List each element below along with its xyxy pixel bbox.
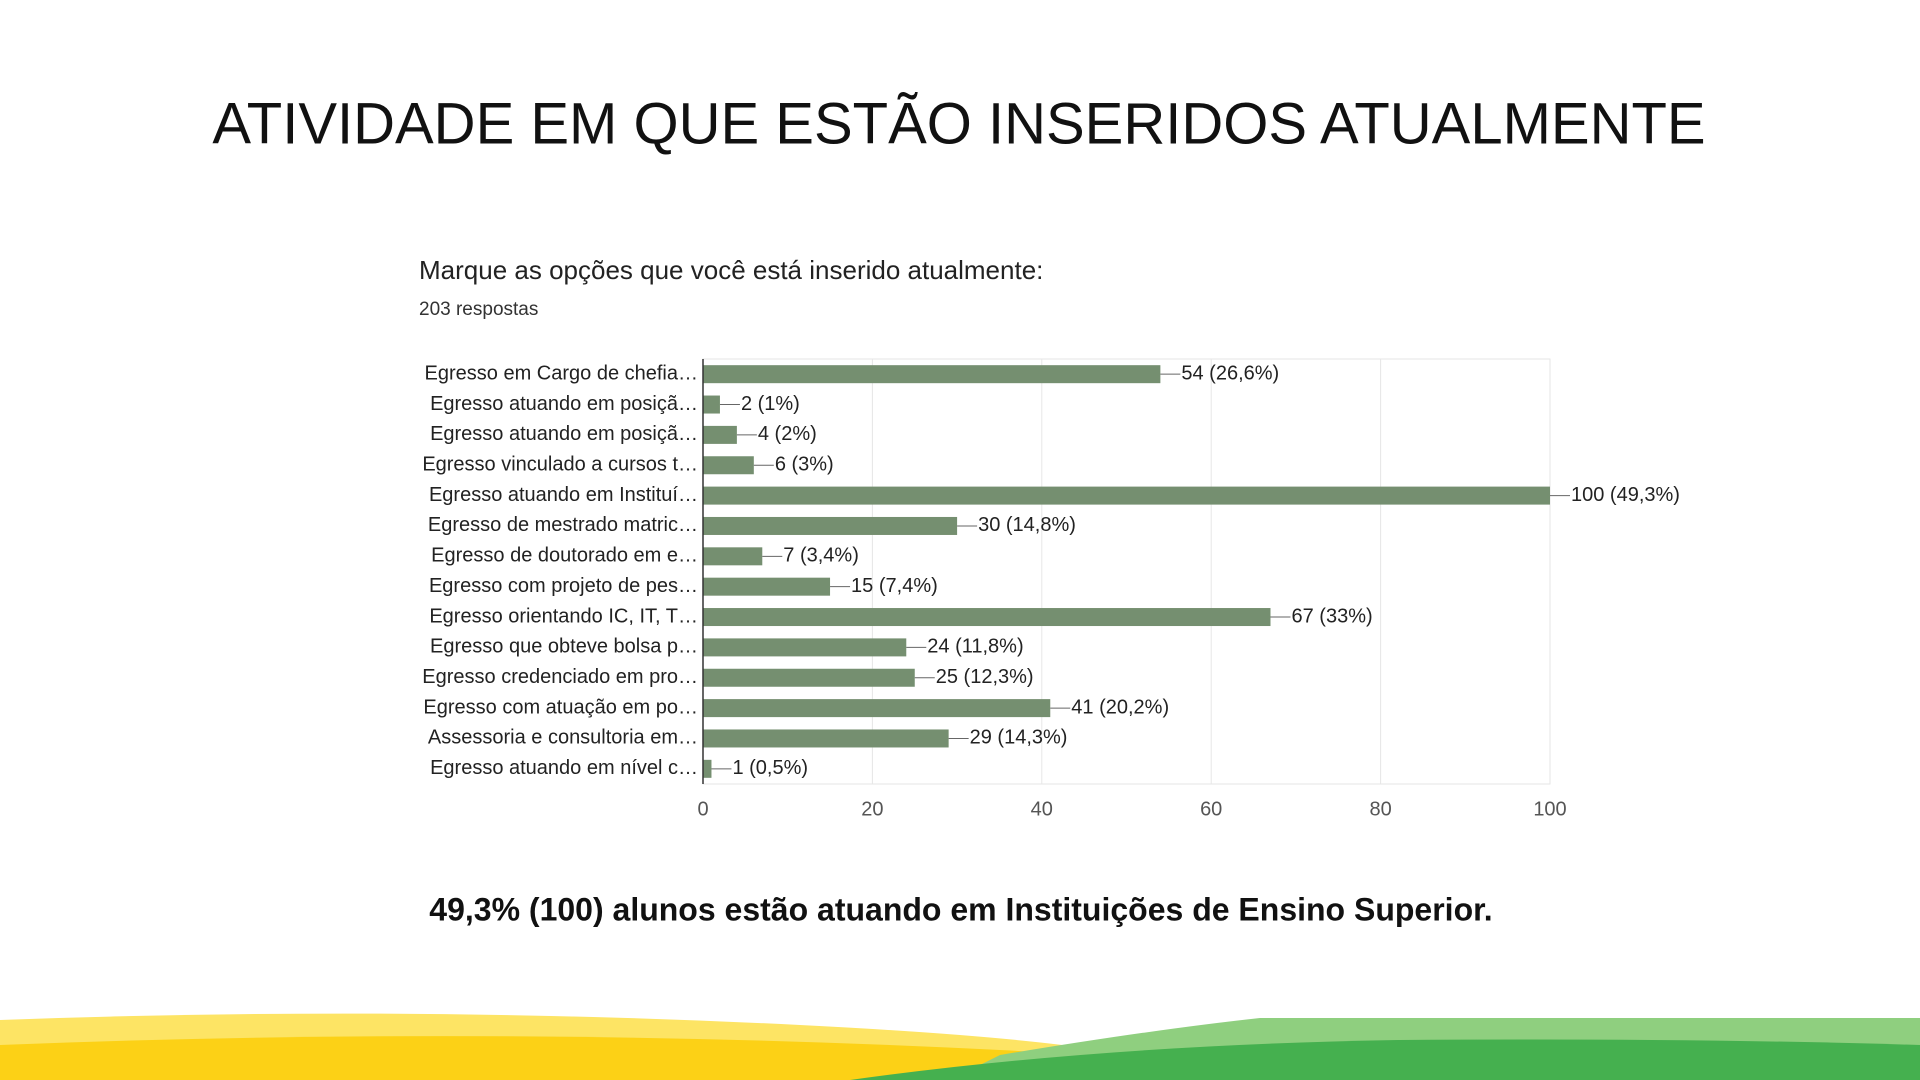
x-tick-label: 40 bbox=[1031, 798, 1053, 820]
y-tick-label: Egresso de mestrado matric… bbox=[428, 514, 698, 536]
bar bbox=[703, 608, 1271, 627]
value-label: 4 (2%) bbox=[758, 423, 817, 445]
y-tick-label: Egresso em Cargo de chefia… bbox=[425, 362, 698, 384]
y-tick-label: Egresso credenciado em pro… bbox=[422, 666, 698, 688]
bar bbox=[703, 668, 915, 687]
x-tick-label: 100 bbox=[1533, 798, 1566, 820]
value-label: 2 (1%) bbox=[741, 393, 800, 415]
plot-frame bbox=[702, 358, 1551, 785]
slide-title: ATIVIDADE EM QUE ESTÃO INSERIDOS ATUALME… bbox=[212, 91, 1705, 156]
y-tick-label: Egresso com atuação em po… bbox=[423, 696, 698, 718]
plot: 0 20 40 60 80 100 Egresso em Cargo de chefia… 5… bbox=[422, 359, 1680, 820]
x-tick-label: 0 bbox=[697, 798, 708, 820]
y-tick-label: Egresso atuando em posiçã… bbox=[430, 423, 698, 445]
decorative-wave bbox=[0, 1013, 1920, 1080]
x-tick-label: 80 bbox=[1369, 798, 1391, 820]
value-label: 54 (26,6%) bbox=[1181, 362, 1279, 384]
bar bbox=[703, 577, 831, 596]
chart-subtitle: 203 respostas bbox=[419, 299, 538, 320]
bar bbox=[703, 547, 763, 566]
bar bbox=[703, 456, 754, 475]
y-tick-label: Egresso atuando em nível c… bbox=[430, 757, 698, 779]
bar bbox=[703, 395, 720, 414]
y-tick-label: Assessoria e consultoria em… bbox=[428, 727, 698, 749]
x-tick-label: 20 bbox=[861, 798, 883, 820]
bar bbox=[703, 729, 949, 748]
wave-green bbox=[850, 1039, 1920, 1080]
bar bbox=[703, 365, 1161, 384]
value-label: 15 (7,4%) bbox=[851, 575, 938, 597]
value-label: 29 (14,3%) bbox=[970, 727, 1068, 749]
value-label: 1 (0,5%) bbox=[732, 757, 808, 779]
y-tick-label: Egresso vinculado a cursos t… bbox=[422, 454, 698, 476]
bar bbox=[703, 516, 958, 535]
y-tick-label: Egresso atuando em Instituí… bbox=[429, 484, 698, 506]
value-label: 25 (12,3%) bbox=[936, 666, 1034, 688]
value-label: 24 (11,8%) bbox=[927, 636, 1023, 658]
bar bbox=[703, 486, 1550, 505]
bar bbox=[703, 699, 1051, 718]
chart-title: Marque as opções que você está inserido … bbox=[419, 255, 1043, 285]
value-label: 100 (49,3%) bbox=[1571, 484, 1680, 506]
value-label: 30 (14,8%) bbox=[978, 514, 1076, 536]
y-tick-label: Egresso com projeto de pes… bbox=[429, 575, 698, 597]
y-tick-label: Egresso de doutorado em e… bbox=[431, 545, 698, 567]
x-tick-label: 60 bbox=[1200, 798, 1222, 820]
bar bbox=[703, 638, 907, 657]
y-tick-label: Egresso que obteve bolsa p… bbox=[430, 636, 698, 658]
footer-text: 49,3% (100) alunos estão atuando em Inst… bbox=[429, 891, 1492, 927]
value-label: 67 (33%) bbox=[1291, 605, 1372, 627]
value-label: 41 (20,2%) bbox=[1071, 696, 1169, 718]
value-label: 6 (3%) bbox=[775, 454, 834, 476]
y-tick-label: Egresso atuando em posiçã… bbox=[430, 393, 698, 415]
y-tick-label: Egresso orientando IC, IT, T… bbox=[429, 605, 698, 627]
value-label: 7 (3,4%) bbox=[783, 545, 859, 567]
bar bbox=[703, 759, 712, 778]
bar bbox=[703, 425, 737, 444]
